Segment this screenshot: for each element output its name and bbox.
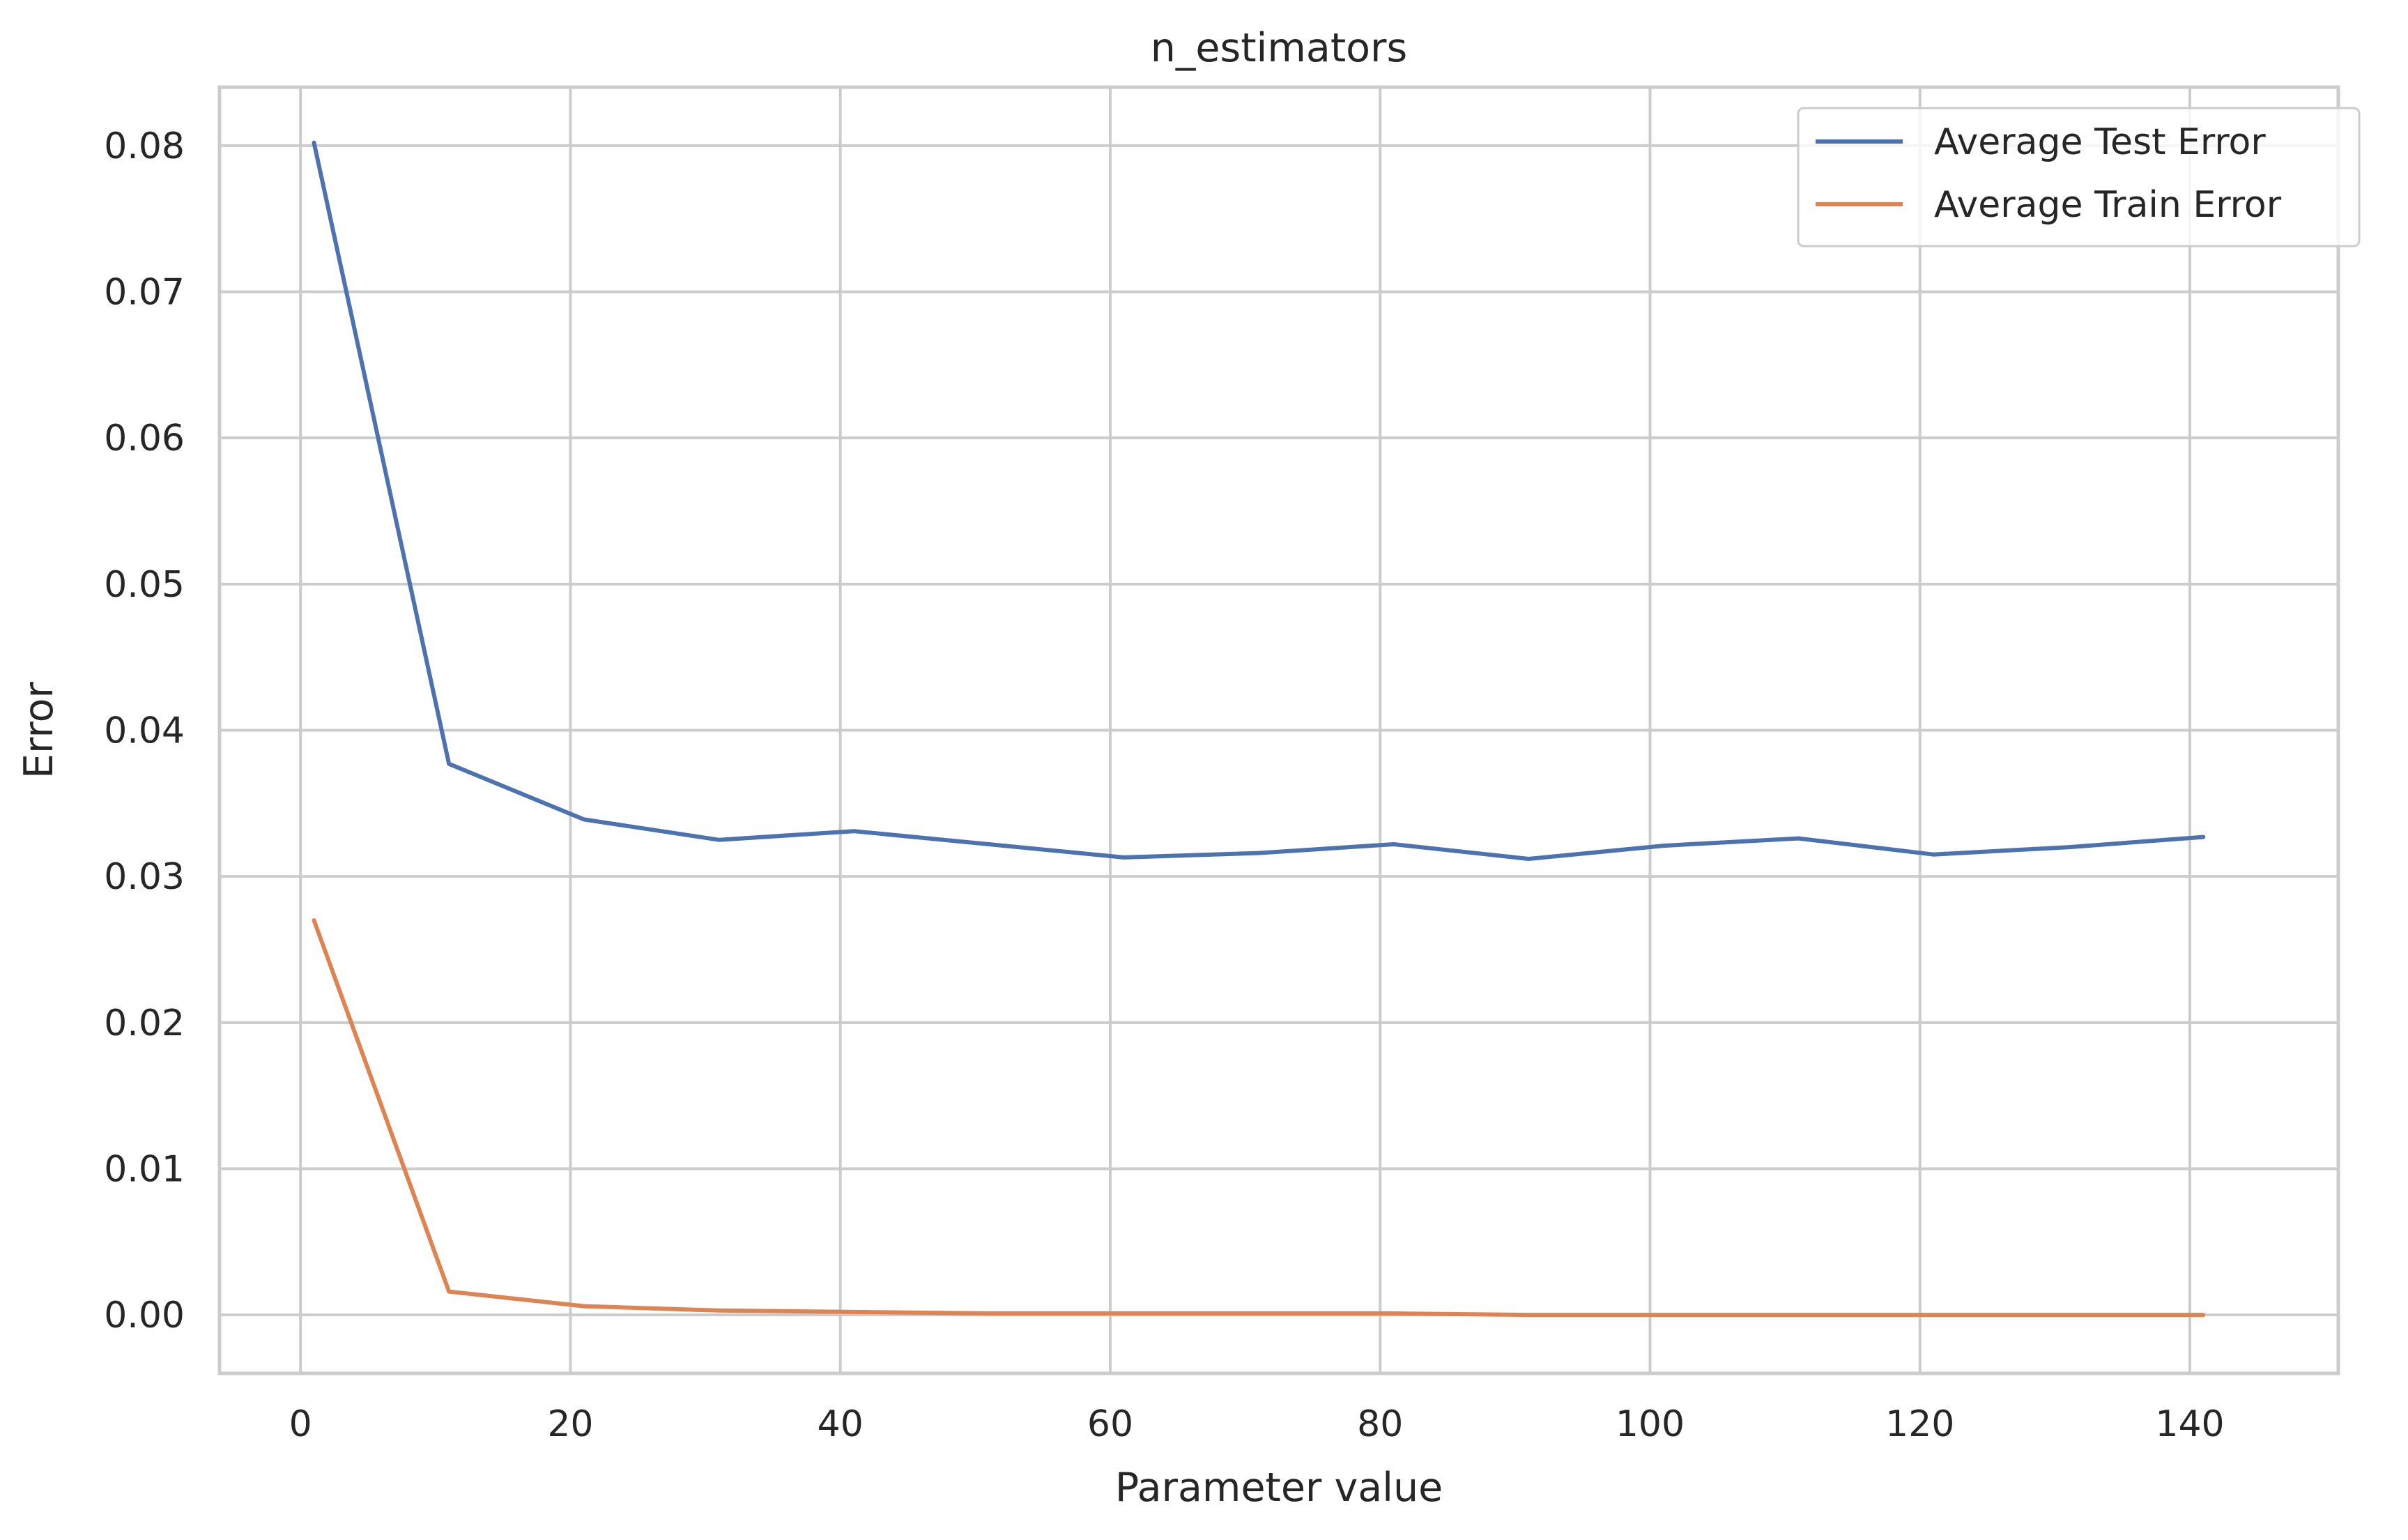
data-point-average-test-error: [987, 842, 991, 846]
legend-label-average-test-error: Average Test Error: [1934, 121, 2266, 163]
legend: Average Test Error Average Train Error: [1797, 107, 2361, 247]
data-point-average-train-error: [1257, 1311, 1261, 1316]
y-axis-title: Error: [16, 681, 62, 779]
x-tick-label: 20: [547, 1403, 593, 1445]
data-point-average-train-error: [447, 1290, 451, 1294]
x-tick-label: 140: [2155, 1403, 2224, 1445]
chart-title: n_estimators: [1151, 25, 1407, 71]
data-point-average-test-error: [1931, 853, 1935, 857]
x-tick-label: 100: [1616, 1403, 1685, 1445]
x-tick-label: 80: [1357, 1403, 1403, 1445]
data-point-average-train-error: [852, 1310, 856, 1314]
data-point-average-train-error: [716, 1309, 721, 1313]
x-axis-ticks: 0 20 40 60 80 100 120 140: [289, 1403, 2225, 1445]
x-tick-label: 60: [1087, 1403, 1133, 1445]
legend-box: [1797, 107, 2361, 247]
data-point-average-train-error: [2066, 1313, 2071, 1317]
grid: [220, 87, 2338, 1373]
y-tick-label: 0.08: [104, 125, 185, 167]
x-tick-label: 40: [818, 1403, 864, 1445]
y-tick-label: 0.04: [104, 710, 185, 752]
data-point-average-test-error: [2066, 845, 2071, 849]
data-point-average-train-error: [1796, 1313, 1800, 1317]
data-point-average-test-error: [2201, 835, 2205, 839]
y-tick-label: 0.06: [104, 418, 185, 459]
x-axis-title: Parameter value: [1115, 1465, 1443, 1511]
data-point-average-test-error: [716, 838, 721, 842]
x-tick-label: 0: [289, 1403, 312, 1445]
legend-label-average-train-error: Average Train Error: [1934, 184, 2282, 226]
data-point-average-test-error: [582, 817, 586, 821]
data-point-average-train-error: [1121, 1311, 1126, 1316]
data-point-average-train-error: [1662, 1313, 1666, 1317]
data-point-average-train-error: [987, 1311, 991, 1316]
x-tick-label: 120: [1885, 1403, 1954, 1445]
data-point-average-test-error: [312, 141, 316, 145]
y-tick-label: 0.01: [104, 1148, 185, 1190]
data-point-average-train-error: [2201, 1313, 2205, 1317]
y-tick-label: 0.07: [104, 272, 185, 314]
data-point-average-test-error: [1392, 842, 1396, 846]
y-tick-label: 0.00: [104, 1295, 185, 1336]
data-point-average-train-error: [1392, 1311, 1396, 1316]
y-tick-label: 0.02: [104, 1002, 185, 1044]
legend-items: Average Test Error Average Train Error: [1816, 121, 2282, 226]
data-point-average-test-error: [1121, 855, 1126, 860]
data-point-average-test-error: [447, 762, 451, 766]
y-axis-ticks: 0.00 0.01 0.02 0.03 0.04 0.05 0.06 0.07 0.08: [104, 125, 185, 1336]
series-line-average-train-error: [312, 918, 2206, 1318]
y-tick-label: 0.05: [104, 564, 185, 606]
data-point-average-train-error: [582, 1304, 586, 1309]
data-point-average-test-error: [1526, 857, 1531, 861]
data-point-average-train-error: [1526, 1313, 1531, 1317]
data-point-average-test-error: [1796, 837, 1800, 841]
y-tick-label: 0.03: [104, 856, 185, 898]
series-layer: [312, 140, 2206, 1318]
data-point-average-test-error: [1257, 851, 1261, 855]
data-point-average-train-error: [312, 918, 316, 922]
data-point-average-train-error: [1931, 1313, 1935, 1317]
plot-frame: [217, 85, 2340, 1375]
data-point-average-test-error: [852, 829, 856, 833]
series-line-average-test-error: [312, 140, 2206, 861]
data-point-average-test-error: [1662, 844, 1666, 848]
